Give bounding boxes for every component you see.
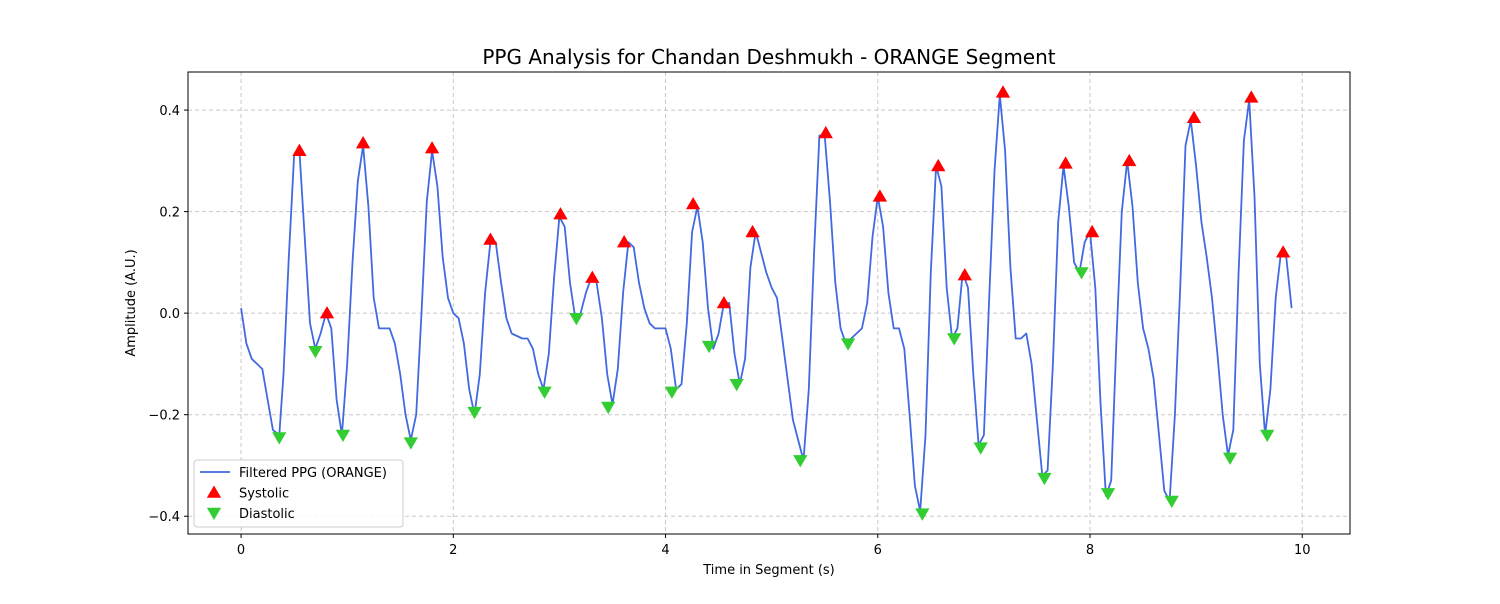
y-tick-label: 0.0 [159,307,180,322]
x-tick-label: 6 [874,543,882,558]
systolic-peak-marker [1058,156,1073,169]
diastolic-trough-marker [537,386,552,399]
series-layer [240,85,1293,521]
diastolic-trough-marker [308,345,323,359]
ppg-signal-line [240,93,1293,513]
legend-box [193,459,404,528]
diastolic-trough-marker [1164,495,1179,509]
chart-title: PPG Analysis for Chandan Deshmukh - ORAN… [482,45,1055,69]
x-tick-label: 0 [237,543,245,558]
diastolic-trough-marker [467,406,482,420]
diastolic-trough-marker [1260,429,1275,443]
diastolic-trough-marker [664,386,680,399]
diastolic-trough-marker [601,401,616,415]
systolic-peak-marker [585,270,600,283]
diastolic-trough-marker [793,455,808,468]
diastolic-trough-marker [335,429,351,443]
y-tick-label: 0.2 [159,206,180,221]
systolic-peak-marker [1244,90,1259,103]
systolic-peak-marker [553,207,568,220]
diastolic-trough-marker [403,437,418,450]
axis-ticks: 0 2 4 6 8 10 −0.4 −0.2 0.0 0.2 0.4 [148,104,1310,558]
systolic-peak-marker [716,295,732,309]
diastolic-trough-marker [272,432,287,445]
x-tick-label: 4 [661,543,669,558]
legend-systolic-swatch [206,485,222,498]
legend-label: Filtered PPG (ORANGE) [239,466,387,481]
systolic-peak-marker [1186,110,1202,123]
systolic-peak-marker [483,232,498,245]
y-axis-label: Amplitude (A.U.) [124,249,139,356]
systolic-peak-marker [931,158,946,172]
diastolic-trough-marker [915,508,930,521]
systolic-peak-marker [424,141,440,154]
grid-lines [188,72,1350,534]
systolic-peak-marker [355,136,371,149]
y-tick-label: −0.4 [148,510,180,525]
x-tick-label: 2 [449,543,457,558]
systolic-peak-marker [872,189,888,202]
diastolic-trough-marker [1222,452,1238,465]
x-axis-label: Time in Segment (s) [702,563,834,578]
diastolic-trough-marker [1074,267,1089,280]
legend-label: Systolic [239,487,289,502]
systolic-peak-marker [995,85,1011,98]
systolic-peak-marker [319,306,335,319]
legend: Filtered PPG (ORANGE) Systolic Diastolic [193,459,404,528]
diastolic-trough-marker [947,333,962,346]
systolic-peak-marker [1084,224,1100,238]
y-tick-label: 0.4 [159,104,180,119]
systolic-peak-marker [957,268,972,281]
legend-diastolic-swatch [206,507,222,521]
diastolic-trough-marker [973,442,988,455]
systolic-peak-marker [685,196,701,210]
systolic-peak-marker [1122,153,1137,167]
systolic-peak-marker [818,125,833,139]
systolic-peak-marker [745,224,760,238]
systolic-peak-marker [292,143,307,156]
diastolic-trough-marker [840,338,856,351]
plot-frame [187,71,1351,535]
diastolic-trough-marker [729,378,744,392]
diastolic-trough-marker [1037,472,1052,486]
legend-label: Diastolic [239,507,295,522]
diastolic-trough-marker [1100,488,1116,501]
diastolic-trough-marker [569,312,584,326]
diastolic-trough-marker [701,340,717,354]
x-tick-label: 8 [1086,543,1094,558]
y-tick-label: −0.2 [148,409,180,424]
systolic-peak-marker [1275,245,1291,258]
x-tick-label: 10 [1294,543,1311,558]
systolic-peak-marker [616,235,632,248]
